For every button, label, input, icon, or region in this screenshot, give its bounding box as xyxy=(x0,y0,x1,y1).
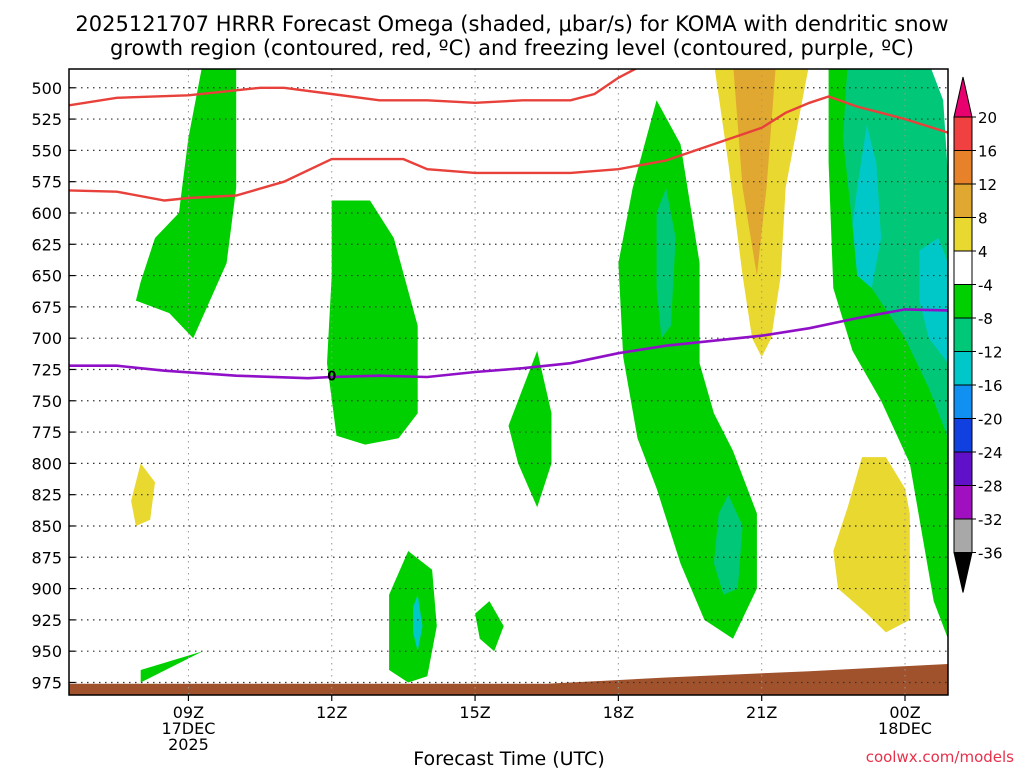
omega-colorbar: 20 16 12 8 4 -4 -8 -12 -16 -20 -24 -28 -32 -36 xyxy=(953,76,1003,593)
y-tick-label-800: 800 xyxy=(31,454,62,473)
x-tick-label-9-2: 2025 xyxy=(168,735,209,754)
freezing-level-label: 0 xyxy=(327,370,336,385)
colorbar-label-9: -20 xyxy=(978,411,1003,429)
colorbar-label-6: -8 xyxy=(978,310,993,328)
y-tick-label-825: 825 xyxy=(31,486,62,505)
terrain-polygon xyxy=(69,663,948,695)
omega-region-5 xyxy=(508,350,552,508)
omega-region-17 xyxy=(733,69,776,276)
y-tick-label-550: 550 xyxy=(31,141,62,160)
y-tick-label-975: 975 xyxy=(31,673,62,692)
colorbar-label-13: -36 xyxy=(978,545,1003,563)
colorbar-box-4 xyxy=(953,250,973,285)
grid-lines xyxy=(69,69,948,695)
x-tick-label-12-0: 12Z xyxy=(316,703,347,722)
colorbar-label-2: 12 xyxy=(978,176,997,194)
colorbar-top-arrow xyxy=(953,76,973,118)
y-tick-label-700: 700 xyxy=(31,329,62,348)
colorbar-label-10: -24 xyxy=(978,444,1003,462)
dgz-contour-1 xyxy=(69,95,948,202)
colorbar-label-11: -28 xyxy=(978,478,1003,496)
colorbar-label-5: -4 xyxy=(978,277,993,295)
omega-region-0 xyxy=(140,651,203,683)
y-tick-label-500: 500 xyxy=(31,79,62,98)
omega-region-9 xyxy=(656,187,676,339)
y-tick-label-575: 575 xyxy=(31,173,62,192)
y-tick-label-900: 900 xyxy=(31,580,62,599)
freezing-level-line xyxy=(69,308,948,380)
title-line-1: 2025121707 HRRR Forecast Omega (shaded, … xyxy=(75,12,948,36)
x-tick-label-15-0: 15Z xyxy=(459,703,490,722)
pressure-axis: 500 525 550 575 600 625 650 675 700 725 750 775 800 8… xyxy=(31,79,75,692)
omega-region-12 xyxy=(919,238,948,364)
y-tick-label-875: 875 xyxy=(31,548,62,567)
contour-lines: 0 xyxy=(69,69,948,385)
terrain-fill xyxy=(69,663,948,695)
colorbar-box-7 xyxy=(953,351,973,386)
y-tick-label-675: 675 xyxy=(31,298,62,317)
colorbar-box-8 xyxy=(953,384,973,419)
colorbar-label-0: 20 xyxy=(978,109,997,127)
x-tick-label-9-0: 09Z xyxy=(173,703,204,722)
y-tick-label-725: 725 xyxy=(31,360,62,379)
y-tick-label-750: 750 xyxy=(31,392,62,411)
plot-frame xyxy=(68,68,949,696)
colorbar-box-1 xyxy=(953,150,973,185)
x-tick-label-9-1: 17DEC xyxy=(161,719,215,738)
omega-region-11 xyxy=(852,125,882,289)
credit-text: coolwx.com/models xyxy=(866,748,1014,766)
colorbar-box-0 xyxy=(953,116,973,151)
y-tick-label-925: 925 xyxy=(31,611,62,630)
colorbar-bottom-arrow xyxy=(953,552,973,593)
y-tick-label-775: 775 xyxy=(31,423,62,442)
x-tick-label-18-0: 18Z xyxy=(603,703,634,722)
x-tick-label-24-0: 00Z xyxy=(889,703,920,722)
omega-region-16 xyxy=(833,457,910,633)
title-line-2: growth region (contoured, red, ºC) and f… xyxy=(110,36,914,60)
omega-region-14 xyxy=(131,463,155,526)
colorbar-box-5 xyxy=(953,284,973,319)
colorbar-box-6 xyxy=(953,317,973,352)
x-tick-label-24-1: 18DEC xyxy=(878,719,932,738)
omega-shading xyxy=(131,69,948,683)
dgz-contour-0 xyxy=(69,69,638,107)
y-tick-label-850: 850 xyxy=(31,517,62,536)
chart-title: 2025121707 HRRR Forecast Omega (shaded, … xyxy=(75,12,948,60)
omega-region-13 xyxy=(413,594,423,652)
colorbar-label-3: 8 xyxy=(978,210,988,228)
colorbar-label-1: 16 xyxy=(978,143,997,161)
y-tick-label-950: 950 xyxy=(31,642,62,661)
colorbar-label-7: -12 xyxy=(978,344,1003,362)
x-tick-label-21-0: 21Z xyxy=(746,703,777,722)
colorbar-label-8: -16 xyxy=(978,377,1003,395)
colorbar-label-12: -32 xyxy=(978,511,1003,529)
y-tick-label-600: 600 xyxy=(31,204,62,223)
omega-region-4 xyxy=(475,601,504,652)
colorbar-label-4: 4 xyxy=(978,243,988,261)
omega-region-1 xyxy=(135,69,237,339)
colorbar-box-11 xyxy=(953,485,973,520)
colorbar-box-12 xyxy=(953,518,973,553)
colorbar-box-3 xyxy=(953,217,973,252)
x-axis-label: Forecast Time (UTC) xyxy=(413,748,604,768)
omega-region-3 xyxy=(389,551,437,683)
y-tick-label-650: 650 xyxy=(31,267,62,286)
colorbar-box-2 xyxy=(953,183,973,218)
omega-region-2 xyxy=(327,200,418,445)
colorbar-box-9 xyxy=(953,418,973,453)
y-tick-label-525: 525 xyxy=(31,110,62,129)
omega-region-10 xyxy=(713,494,743,595)
colorbar-box-10 xyxy=(953,451,973,486)
y-tick-label-625: 625 xyxy=(31,235,62,254)
